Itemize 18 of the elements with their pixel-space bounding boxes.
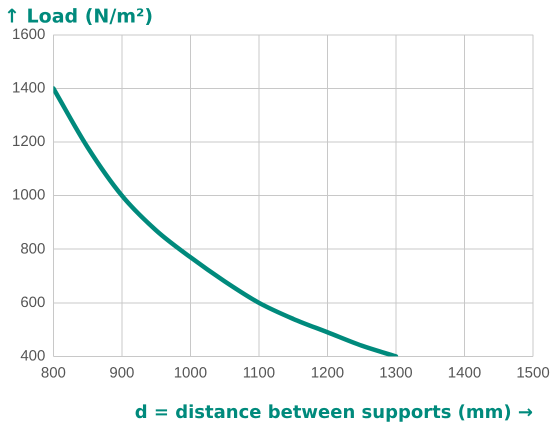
x-tick-label: 1400 <box>448 364 482 382</box>
chart-title: ↑ Load (N/m²) <box>4 5 154 28</box>
x-tick-label: 1100 <box>242 364 276 382</box>
x-tick-label: 800 <box>40 364 66 382</box>
y-tick-label: 600 <box>20 294 46 311</box>
x-tick-label: 1000 <box>174 364 208 382</box>
x-tick-label: 1500 <box>516 364 550 382</box>
y-tick-label: 1600 <box>12 26 46 43</box>
x-tick-label: 1200 <box>310 364 344 382</box>
x-tick-label: 1300 <box>379 364 413 382</box>
y-tick-label: 400 <box>20 348 46 365</box>
line-series <box>53 86 398 356</box>
y-tick-label: 1400 <box>12 80 46 97</box>
x-axis-title: d = distance between supports (mm) → <box>134 402 533 423</box>
y-tick-label: 800 <box>20 240 46 258</box>
x-tick-label: 900 <box>109 364 134 382</box>
y-tick-label: 1000 <box>12 186 46 204</box>
y-tick-label: 1200 <box>12 133 46 150</box>
